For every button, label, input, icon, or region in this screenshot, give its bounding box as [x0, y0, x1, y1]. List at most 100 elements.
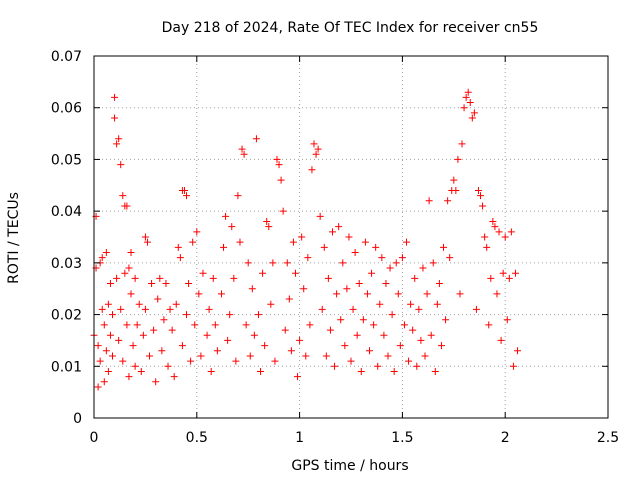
data-point — [314, 145, 322, 153]
data-point — [320, 243, 328, 251]
data-point — [363, 290, 371, 298]
data-point — [224, 336, 232, 344]
data-point — [421, 352, 429, 360]
data-point — [193, 228, 201, 236]
data-point — [183, 192, 191, 200]
data-point — [263, 217, 271, 225]
data-point — [117, 161, 125, 169]
axis-ticks: 0 0.5 1 1.5 2 2.5 0 0.01 0.02 0.03 0.04 0.05 0.06 0.0… — [51, 49, 619, 446]
data-point — [168, 326, 176, 334]
data-point — [368, 269, 376, 277]
data-point — [162, 280, 170, 288]
data-point — [137, 367, 145, 375]
data-point — [191, 321, 199, 329]
data-point — [316, 212, 324, 220]
data-point — [98, 254, 106, 262]
data-point — [269, 259, 277, 267]
data-point — [123, 202, 131, 210]
data-point — [427, 331, 435, 339]
data-point — [407, 300, 415, 308]
data-point — [324, 274, 332, 282]
data-point — [183, 311, 191, 319]
data-point — [390, 367, 398, 375]
data-point — [94, 342, 102, 350]
data-point — [477, 192, 485, 200]
data-point — [119, 357, 127, 365]
data-point — [187, 357, 195, 365]
data-point — [400, 321, 408, 329]
data-point — [178, 342, 186, 350]
x-tick-label: 1 — [295, 430, 304, 446]
data-point — [125, 264, 133, 272]
data-points — [90, 88, 522, 391]
data-point — [376, 300, 384, 308]
data-point — [388, 311, 396, 319]
data-point — [509, 362, 517, 370]
data-point — [217, 290, 225, 298]
data-point — [326, 326, 334, 334]
data-point — [203, 331, 211, 339]
data-point — [271, 357, 279, 365]
data-point — [331, 362, 339, 370]
data-point — [322, 352, 330, 360]
data-point — [308, 166, 316, 174]
data-point — [423, 290, 431, 298]
x-tick-label: 0.5 — [186, 430, 208, 446]
data-point — [228, 223, 236, 231]
data-point — [507, 228, 515, 236]
data-point — [141, 305, 149, 313]
data-point — [117, 305, 125, 313]
data-point — [226, 311, 234, 319]
data-point — [394, 290, 402, 298]
data-point — [242, 321, 250, 329]
data-point — [444, 197, 452, 205]
data-point — [489, 217, 497, 225]
y-tick-label: 0.06 — [51, 101, 82, 117]
data-point — [454, 155, 462, 163]
y-tick-label: 0.01 — [51, 359, 82, 375]
data-point — [450, 176, 458, 184]
data-point — [353, 331, 361, 339]
data-point — [425, 197, 433, 205]
data-point — [514, 347, 522, 355]
data-point — [440, 243, 448, 251]
data-point — [254, 311, 262, 319]
data-point — [160, 316, 168, 324]
data-point — [409, 326, 417, 334]
data-point — [213, 347, 221, 355]
data-point — [197, 352, 205, 360]
x-tick-label: 1.5 — [391, 430, 413, 446]
data-point — [357, 367, 365, 375]
data-point — [384, 352, 392, 360]
data-point — [347, 357, 355, 365]
data-point — [283, 259, 291, 267]
data-point — [209, 274, 217, 282]
data-point — [403, 238, 411, 246]
data-point — [129, 342, 137, 350]
y-tick-label: 0.04 — [51, 204, 82, 220]
data-point — [349, 305, 357, 313]
data-point — [287, 347, 295, 355]
data-point — [456, 290, 464, 298]
data-point — [372, 243, 380, 251]
data-point — [361, 238, 369, 246]
data-point — [111, 93, 119, 101]
data-point — [433, 300, 441, 308]
x-axis-label: GPS time / hours — [291, 458, 408, 474]
data-point — [501, 233, 509, 241]
data-point — [189, 238, 197, 246]
data-point — [133, 321, 141, 329]
data-point — [106, 331, 114, 339]
data-point — [370, 321, 378, 329]
plot-frame — [93, 55, 609, 419]
data-point — [300, 285, 308, 293]
data-point — [442, 316, 450, 324]
data-point — [366, 347, 374, 355]
data-point — [246, 352, 254, 360]
data-point — [143, 238, 151, 246]
data-point — [127, 290, 135, 298]
data-point — [302, 352, 310, 360]
data-point — [474, 186, 482, 194]
data-point — [405, 357, 413, 365]
data-point — [170, 373, 178, 381]
